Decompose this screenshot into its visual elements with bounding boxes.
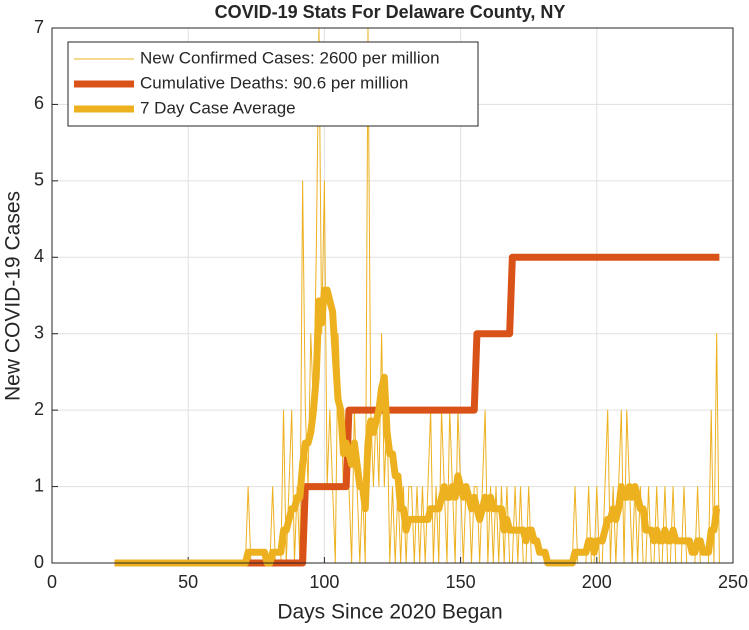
y-tick-label: 6	[34, 93, 44, 113]
y-tick-label: 7	[34, 17, 44, 37]
x-tick-label: 50	[178, 572, 198, 592]
x-tick-label: 200	[582, 572, 612, 592]
x-tick-label: 0	[47, 572, 57, 592]
y-tick-label: 4	[34, 246, 44, 266]
y-tick-label: 5	[34, 170, 44, 190]
chart-title: COVID-19 Stats For Delaware County, NY	[215, 2, 566, 22]
y-axis-label: New COVID-19 Cases	[2, 191, 25, 401]
legend-label: 7 Day Case Average	[140, 98, 296, 117]
x-tick-label: 150	[446, 572, 476, 592]
x-axis-label: Days Since 2020 Began	[277, 601, 502, 624]
legend-label: New Confirmed Cases: 2600 per million	[140, 48, 440, 67]
y-tick-label: 3	[34, 322, 44, 342]
y-tick-label: 1	[34, 475, 44, 495]
legend-box	[67, 41, 479, 127]
x-tick-label: 100	[309, 572, 339, 592]
y-tick-label: 0	[34, 552, 44, 572]
legend-label: Cumulative Deaths: 90.6 per million	[140, 73, 408, 92]
x-tick-label: 250	[718, 572, 748, 592]
plot-frame	[51, 27, 734, 564]
y-tick-label: 2	[34, 399, 44, 419]
